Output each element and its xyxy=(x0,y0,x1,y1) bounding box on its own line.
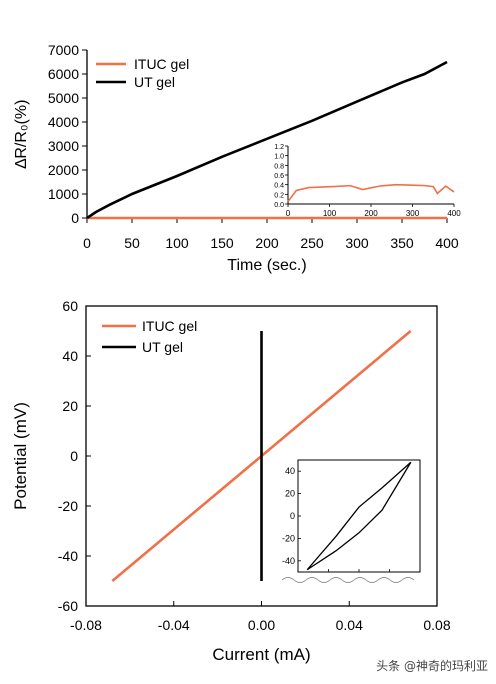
x-tick-label: 50 xyxy=(124,235,140,251)
y-tick-label: 3000 xyxy=(48,138,79,154)
inset-y-tick-label: 0.2 xyxy=(274,192,284,199)
inset-y-tick-label: 0 xyxy=(290,511,295,521)
y-tick-label: 0 xyxy=(70,448,78,464)
legend-label: UT gel xyxy=(134,74,175,90)
chart-resistance-vs-time: 0 50 100 150 200 250 300 350 4000100020003000400… xyxy=(13,42,461,274)
x-tick-label: 200 xyxy=(255,235,279,251)
y-tick-label: 40 xyxy=(62,348,78,364)
y-tick-label: 6000 xyxy=(48,66,79,82)
legend-label: ITUC gel xyxy=(142,318,197,334)
inset-series-line xyxy=(287,183,455,203)
x-tick-label: 150 xyxy=(210,235,234,251)
y-tick-label: 4000 xyxy=(48,114,79,130)
inset-x-tick-label: 200 xyxy=(364,209,378,218)
inset-y-tick-label: -40 xyxy=(282,556,295,566)
inset-y-tick-label: 40 xyxy=(285,466,295,476)
inset-y-tick-label: 0.8 xyxy=(274,163,284,170)
x-tick-label: 0.04 xyxy=(336,617,363,633)
legend-label: ITUC gel xyxy=(134,56,189,72)
x-tick-label: 400 xyxy=(435,235,459,251)
y-tick-label: -60 xyxy=(58,598,78,614)
x-tick-label: -0.04 xyxy=(158,617,190,633)
y-tick-label: 0 xyxy=(71,210,79,226)
chart-potential-vs-current: -0.08 -0.04 0.00 0.04 0.08 -60 -40 -20 0 20 40 60 Cu… xyxy=(11,298,451,664)
inset-x-tick-label: 300 xyxy=(406,209,420,218)
y-tick-label: -20 xyxy=(58,498,78,514)
y-axis-label: Potential (mV) xyxy=(11,402,30,510)
y-tick-label: 1000 xyxy=(48,186,79,202)
inset-series-line xyxy=(306,461,412,571)
x-tick-label: -0.08 xyxy=(70,617,102,633)
y-tick-label: 5000 xyxy=(48,90,79,106)
x-axis-label: Time (sec.) xyxy=(227,257,306,274)
x-tick-label: 100 xyxy=(165,235,189,251)
y-axis-label: ∆R/R₀(%) xyxy=(13,100,30,169)
y-tick-label: 20 xyxy=(62,398,78,414)
inset-x-tick-label: 0 xyxy=(286,209,291,218)
x-tick-label: 0.08 xyxy=(423,617,450,633)
x-tick-label: 0 xyxy=(83,235,91,251)
x-tick-label: 300 xyxy=(345,235,369,251)
inset-y-tick-label: 0.4 xyxy=(274,183,284,190)
y-tick-label: 2000 xyxy=(48,162,79,178)
x-tick-label: 0.00 xyxy=(248,617,275,633)
inset-x-tick-label-row xyxy=(281,577,415,583)
inset-x-tick-label: 400 xyxy=(447,209,461,218)
y-tick-label: 7000 xyxy=(48,42,79,58)
inset-y-tick-label: 0.0 xyxy=(274,202,284,209)
inset-x-tick-label: 100 xyxy=(323,209,337,218)
inset-y-tick-label: 0.6 xyxy=(274,173,284,180)
inset-background xyxy=(288,146,454,204)
inset-y-tick-label: -20 xyxy=(282,533,295,543)
inset-y-tick-label: 1.0 xyxy=(274,154,284,161)
legend-label: UT gel xyxy=(142,339,183,355)
inset-y-tick-label: 1.2 xyxy=(274,144,284,151)
x-tick-label: 250 xyxy=(300,235,324,251)
y-tick-label: -40 xyxy=(58,548,78,564)
watermark: 头条 @神奇的玛利亚 xyxy=(376,659,488,673)
series-line xyxy=(86,60,448,220)
x-tick-label: 350 xyxy=(390,235,414,251)
inset-frame xyxy=(297,459,421,573)
inset-y-tick-label: 20 xyxy=(285,489,295,499)
y-tick-label: 60 xyxy=(62,298,78,314)
x-axis-label: Current (mA) xyxy=(212,645,310,664)
